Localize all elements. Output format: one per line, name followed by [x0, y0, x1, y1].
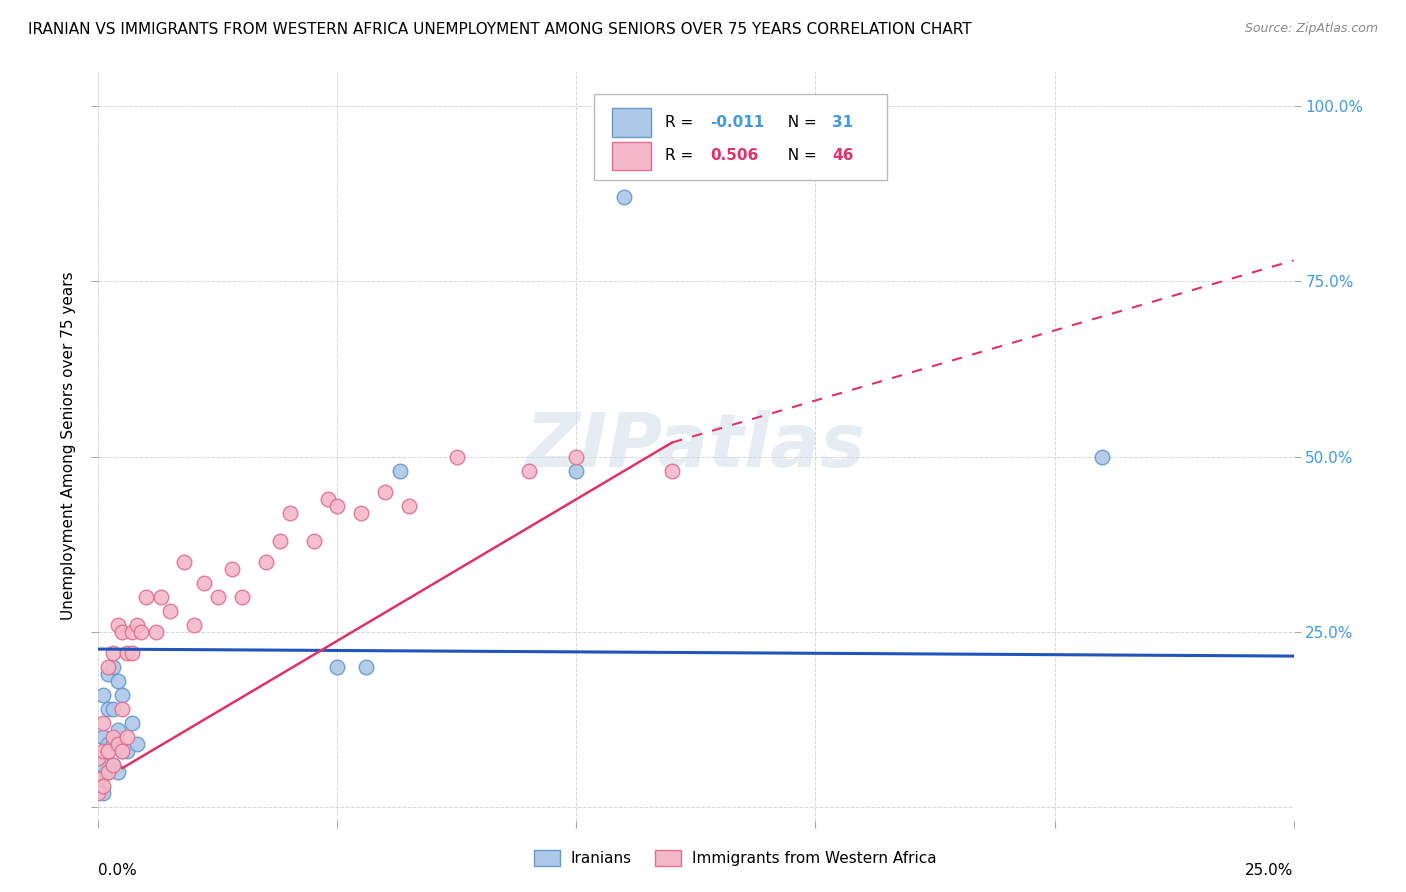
Point	[121, 624, 143, 639]
Point	[613, 190, 636, 204]
Point	[111, 624, 134, 639]
Point	[107, 723, 129, 737]
Point	[97, 764, 120, 779]
Point	[91, 786, 114, 800]
Text: -0.011: -0.011	[710, 115, 765, 129]
Text: IRANIAN VS IMMIGRANTS FROM WESTERN AFRICA UNEMPLOYMENT AMONG SENIORS OVER 75 YEA: IRANIAN VS IMMIGRANTS FROM WESTERN AFRIC…	[28, 22, 972, 37]
Point	[111, 743, 134, 757]
Point	[107, 617, 129, 632]
Point	[316, 491, 339, 506]
Point	[91, 688, 114, 702]
Point	[149, 590, 172, 604]
Point	[115, 743, 138, 757]
Point	[125, 617, 148, 632]
Point	[115, 730, 138, 744]
Point	[107, 737, 129, 751]
Point	[254, 555, 277, 569]
Point	[183, 617, 205, 632]
Point	[101, 730, 124, 744]
Point	[814, 120, 837, 135]
Point	[221, 561, 243, 575]
Point	[388, 463, 411, 477]
Point	[207, 590, 229, 604]
Point	[87, 772, 110, 786]
Text: N =: N =	[779, 115, 823, 129]
Text: N =: N =	[779, 148, 823, 163]
Point	[87, 750, 110, 764]
Point	[135, 590, 157, 604]
Point	[398, 499, 420, 513]
Point	[326, 659, 349, 673]
Point	[107, 673, 129, 688]
Bar	[613, 108, 651, 136]
Point	[87, 764, 110, 779]
Point	[111, 701, 134, 715]
Y-axis label: Unemployment Among Seniors over 75 years: Unemployment Among Seniors over 75 years	[60, 272, 76, 620]
Text: R =: R =	[665, 148, 697, 163]
Point	[97, 701, 120, 715]
Point	[97, 737, 120, 751]
Text: Iranians: Iranians	[571, 851, 631, 865]
Text: ZIPatlas: ZIPatlas	[526, 409, 866, 483]
Point	[193, 575, 215, 590]
Text: 31: 31	[832, 115, 853, 129]
Bar	[613, 142, 651, 170]
Point	[101, 737, 124, 751]
Point	[374, 484, 396, 499]
Point	[91, 730, 114, 744]
Point	[121, 715, 143, 730]
Point	[101, 757, 124, 772]
Text: 0.0%: 0.0%	[98, 863, 138, 878]
Text: 46: 46	[832, 148, 853, 163]
Point	[101, 646, 124, 660]
Text: R =: R =	[665, 115, 697, 129]
Point	[97, 743, 120, 757]
Point	[107, 764, 129, 779]
Point	[91, 715, 114, 730]
Point	[87, 750, 110, 764]
Point	[565, 463, 588, 477]
Point	[302, 533, 325, 548]
Point	[91, 743, 114, 757]
Text: 0.506: 0.506	[710, 148, 759, 163]
Point	[97, 764, 120, 779]
Text: Immigrants from Western Africa: Immigrants from Western Africa	[692, 851, 936, 865]
Text: Source: ZipAtlas.com: Source: ZipAtlas.com	[1244, 22, 1378, 36]
Point	[278, 506, 301, 520]
Point	[101, 659, 124, 673]
Point	[269, 533, 291, 548]
Point	[91, 779, 114, 793]
Point	[517, 463, 540, 477]
Point	[354, 659, 377, 673]
Point	[121, 646, 143, 660]
Point	[101, 757, 124, 772]
FancyBboxPatch shape	[595, 94, 887, 180]
Point	[159, 603, 181, 617]
Point	[350, 506, 373, 520]
Point	[231, 590, 253, 604]
Text: 25.0%: 25.0%	[1246, 863, 1294, 878]
Point	[111, 743, 134, 757]
Point	[87, 779, 110, 793]
Point	[1091, 450, 1114, 464]
Point	[97, 659, 120, 673]
Point	[101, 701, 124, 715]
Point	[446, 450, 468, 464]
Point	[111, 688, 134, 702]
Point	[131, 624, 153, 639]
Point	[565, 450, 588, 464]
Point	[326, 499, 349, 513]
Point	[661, 463, 683, 477]
Point	[115, 646, 138, 660]
Point	[91, 757, 114, 772]
Point	[145, 624, 167, 639]
Point	[97, 666, 120, 681]
Point	[125, 737, 148, 751]
Point	[173, 555, 195, 569]
Point	[87, 786, 110, 800]
